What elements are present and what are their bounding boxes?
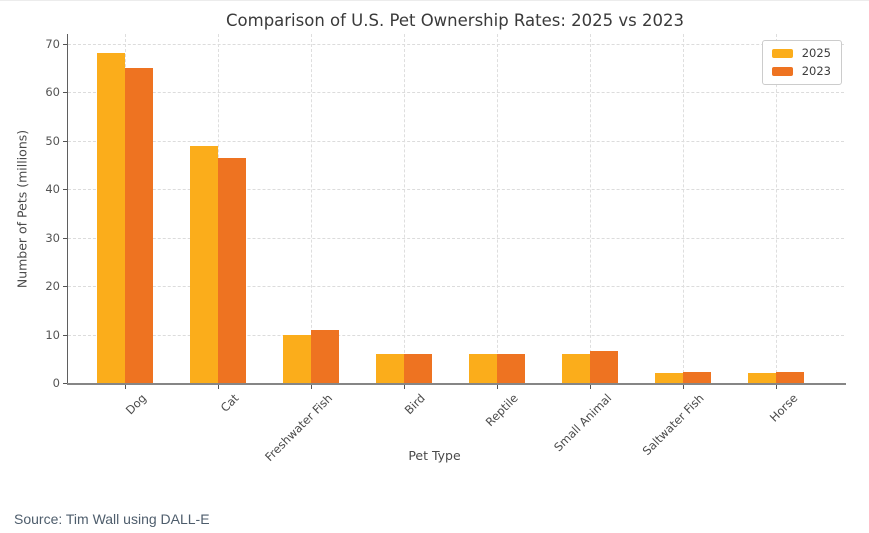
chart-title: Comparison of U.S. Pet Ownership Rates: … [226, 11, 684, 30]
x-tick-mark [125, 385, 126, 389]
gridline-x-bird [404, 34, 405, 383]
x-axis-line [67, 383, 846, 385]
x-axis-label: Pet Type [408, 448, 461, 463]
y-tick-label: 0 [52, 376, 60, 390]
gridline-x-small-animal [590, 34, 591, 383]
plot-area: Number of Pets (millions) 0 10 20 30 40 50 60 7… [15, 34, 846, 464]
x-tick-mark [311, 385, 312, 389]
bar-2023-horse [776, 372, 804, 383]
y-tick-mark [63, 189, 67, 191]
legend-label-2025: 2025 [801, 46, 831, 60]
y-tick-mark [63, 286, 67, 288]
source-note: Source: Tim Wall using DALL-E [14, 511, 210, 527]
chart-legend: 2025 2023 [761, 40, 842, 85]
gridline-x-saltwater-fish [683, 34, 684, 383]
y-tick-mark [63, 140, 67, 142]
bar-2025-reptile [469, 353, 497, 383]
gridline-x-reptile [497, 34, 498, 383]
bar-2023-dog [125, 67, 153, 383]
gridline-x-freshwater-fish [311, 34, 312, 383]
bar-2025-horse [748, 373, 776, 383]
bar-2025-small-animal [562, 353, 590, 383]
gridline-y-50 [68, 140, 844, 142]
legend-swatch-2023 [771, 66, 793, 76]
y-tick-mark [63, 237, 67, 239]
x-tick-label-cat: Cat [218, 391, 242, 415]
y-tick-mark [63, 43, 67, 45]
legend-item-2023: 2023 [771, 63, 831, 78]
bar-2023-reptile [497, 353, 525, 383]
x-tick-label-dog: Dog [122, 391, 149, 418]
x-tick-mark [497, 385, 498, 389]
x-tick-label-small-animal: Small Animal [550, 391, 614, 455]
bar-2025-saltwater-fish [655, 373, 683, 383]
y-tick-label: 30 [45, 230, 60, 245]
x-tick-mark [776, 385, 777, 389]
y-tick-label: 60 [45, 85, 60, 100]
gridline-y-40 [68, 189, 844, 191]
y-tick-label: 40 [45, 182, 60, 197]
y-tick-label: 70 [45, 36, 60, 51]
bar-2023-bird [404, 353, 432, 383]
y-tick-label: 10 [45, 327, 60, 342]
x-tick-mark [404, 385, 405, 389]
bar-2023-saltwater-fish [683, 372, 711, 383]
x-tick-label-bird: Bird [401, 391, 428, 418]
bar-2023-freshwater-fish [311, 329, 339, 383]
x-tick-label-reptile: Reptile [482, 391, 521, 430]
y-tick-mark [63, 92, 67, 94]
bar-2025-dog [97, 53, 125, 383]
y-tick-label: 20 [45, 279, 60, 294]
legend-label-2023: 2023 [801, 63, 831, 78]
y-axis-label: Number of Pets (millions) [14, 129, 30, 288]
gridline-y-30 [68, 237, 844, 239]
x-tick-mark [218, 385, 219, 389]
legend-swatch-2025 [771, 49, 793, 59]
gridline-y-70 [68, 43, 844, 45]
bar-2025-cat [190, 145, 218, 383]
x-tick-label-horse: Horse [766, 391, 800, 425]
gridline-y-60 [68, 92, 844, 94]
y-tick-mark [63, 334, 67, 336]
bar-2023-cat [218, 157, 246, 383]
bar-2025-bird [376, 353, 404, 383]
bar-2025-freshwater-fish [283, 334, 311, 383]
legend-item-2025: 2025 [771, 46, 831, 60]
bar-2023-small-animal [590, 350, 618, 383]
x-tick-mark [590, 385, 591, 389]
gridline-y-20 [68, 286, 844, 288]
x-tick-mark [683, 385, 684, 389]
y-tick-mark [63, 383, 67, 384]
gridline-x-horse [776, 34, 777, 383]
gridline-y-10 [68, 334, 844, 336]
y-tick-label: 50 [45, 133, 60, 148]
